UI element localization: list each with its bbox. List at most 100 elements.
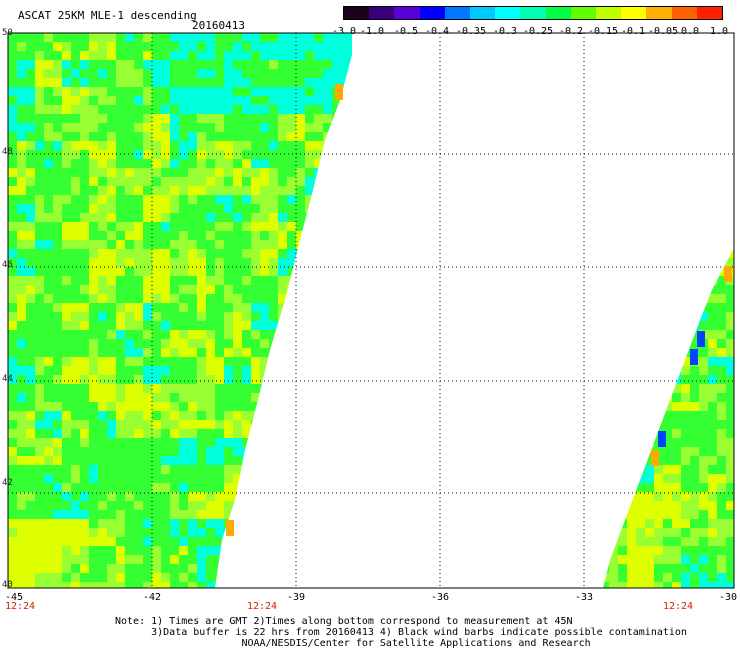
swath-cell [735,330,740,339]
swath-cell [26,537,35,546]
swath-accent-cell [651,450,659,466]
swath-cell [305,564,314,573]
swath-cell [44,132,53,141]
swath-cell [735,312,740,321]
swath-cell [89,51,98,60]
swath-cell [107,366,116,375]
swath-cell [116,384,125,393]
swath-cell [359,258,368,267]
swath-cell [8,384,17,393]
swath-cell [305,456,314,465]
swath-cell [17,312,26,321]
swath-cell [98,510,107,519]
swath-cell [341,249,350,258]
swath-cell [287,465,296,474]
swath-cell [35,42,44,51]
swath-cell [44,474,53,483]
swath-cell [224,285,233,294]
swath-cell [645,420,654,429]
swath-cell [44,456,53,465]
swath-cell [305,582,314,588]
swath-cell [233,267,242,276]
swath-cell [188,339,197,348]
swath-cell [179,420,188,429]
swath-cell [735,501,740,510]
swath-cell [206,447,215,456]
swath-cell [654,546,663,555]
swath-cell [341,303,350,312]
swath-cell [636,312,645,321]
swath-cell [98,276,107,285]
swath-cell [332,213,341,222]
swath-cell [341,321,350,330]
swath-cell [116,123,125,132]
swath-cell [314,519,323,528]
swath-cell [359,69,368,78]
swath-cell [44,213,53,222]
swath-cell [717,285,726,294]
swath-cell [188,330,197,339]
swath-cell [645,555,654,564]
swath-cell [654,330,663,339]
swath-cell [341,33,350,42]
swath-cell [690,546,699,555]
swath-cell [197,528,206,537]
swath-cell [323,402,332,411]
swath-cell [161,105,170,114]
swath-cell [645,573,654,582]
swath-cell [242,276,251,285]
swath-cell [188,249,197,258]
swath-cell [242,114,251,123]
swath-cell [80,546,89,555]
swath-cell [359,393,368,402]
swath-cell [215,105,224,114]
swath-cell [681,519,690,528]
swath-cell [215,123,224,132]
swath-cell [80,186,89,195]
swath-cell [627,582,636,588]
swath-cell [170,555,179,564]
swath-cell [242,87,251,96]
swath-cell [89,438,98,447]
swath-cell [170,429,179,438]
swath-cell [708,519,717,528]
swath-cell [35,213,44,222]
swath-cell [197,348,206,357]
swath-cell [35,384,44,393]
swath-cell [188,231,197,240]
swath-cell [35,294,44,303]
swath-cell [672,339,681,348]
swath-cell [269,168,278,177]
swath-cell [89,465,98,474]
swath-cell [44,429,53,438]
swath-cell [44,177,53,186]
swath-cell [305,150,314,159]
swath-cell [627,357,636,366]
swath-cell [260,447,269,456]
swath-cell [314,177,323,186]
swath-cell [251,555,260,564]
swath-cell [242,321,251,330]
swath-cell [233,339,242,348]
swath-cell [26,528,35,537]
swath-cell [269,240,278,249]
swath-cell [663,420,672,429]
note-line-2: 3)Data buffer is 22 hrs from 20160413 4)… [151,627,687,638]
swath-cell [152,96,161,105]
swath-cell [654,537,663,546]
swath-cell [116,168,125,177]
swath-cell [134,339,143,348]
swath-cell [251,186,260,195]
swath-cell [314,375,323,384]
swath-cell [305,294,314,303]
swath-cell [717,248,726,249]
swath-cell [242,150,251,159]
swath-cell [726,438,734,447]
swath-cell [215,564,224,573]
swath-cell [80,276,89,285]
swath-cell [359,168,368,177]
swath-cell [681,258,690,267]
swath-cell [26,69,35,78]
swath-cell [125,438,134,447]
swath-cell [197,321,206,330]
